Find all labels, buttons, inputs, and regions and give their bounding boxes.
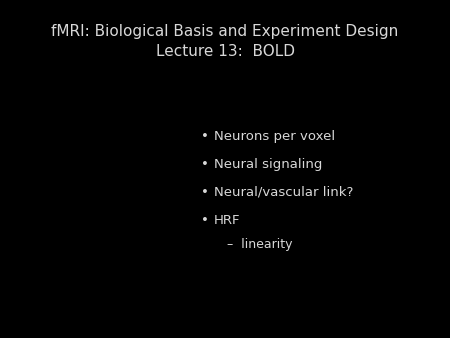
Text: Neural/vascular link?: Neural/vascular link?	[214, 186, 353, 199]
Text: HRF: HRF	[214, 214, 240, 226]
Text: •: •	[201, 214, 209, 226]
Text: •: •	[201, 130, 209, 143]
Text: Neural signaling: Neural signaling	[214, 158, 322, 171]
Text: •: •	[201, 186, 209, 199]
Text: –  linearity: – linearity	[227, 239, 293, 251]
Text: Neurons per voxel: Neurons per voxel	[214, 130, 335, 143]
Text: •: •	[201, 158, 209, 171]
Text: fMRI: Biological Basis and Experiment Design
Lecture 13:  BOLD: fMRI: Biological Basis and Experiment De…	[51, 24, 399, 59]
